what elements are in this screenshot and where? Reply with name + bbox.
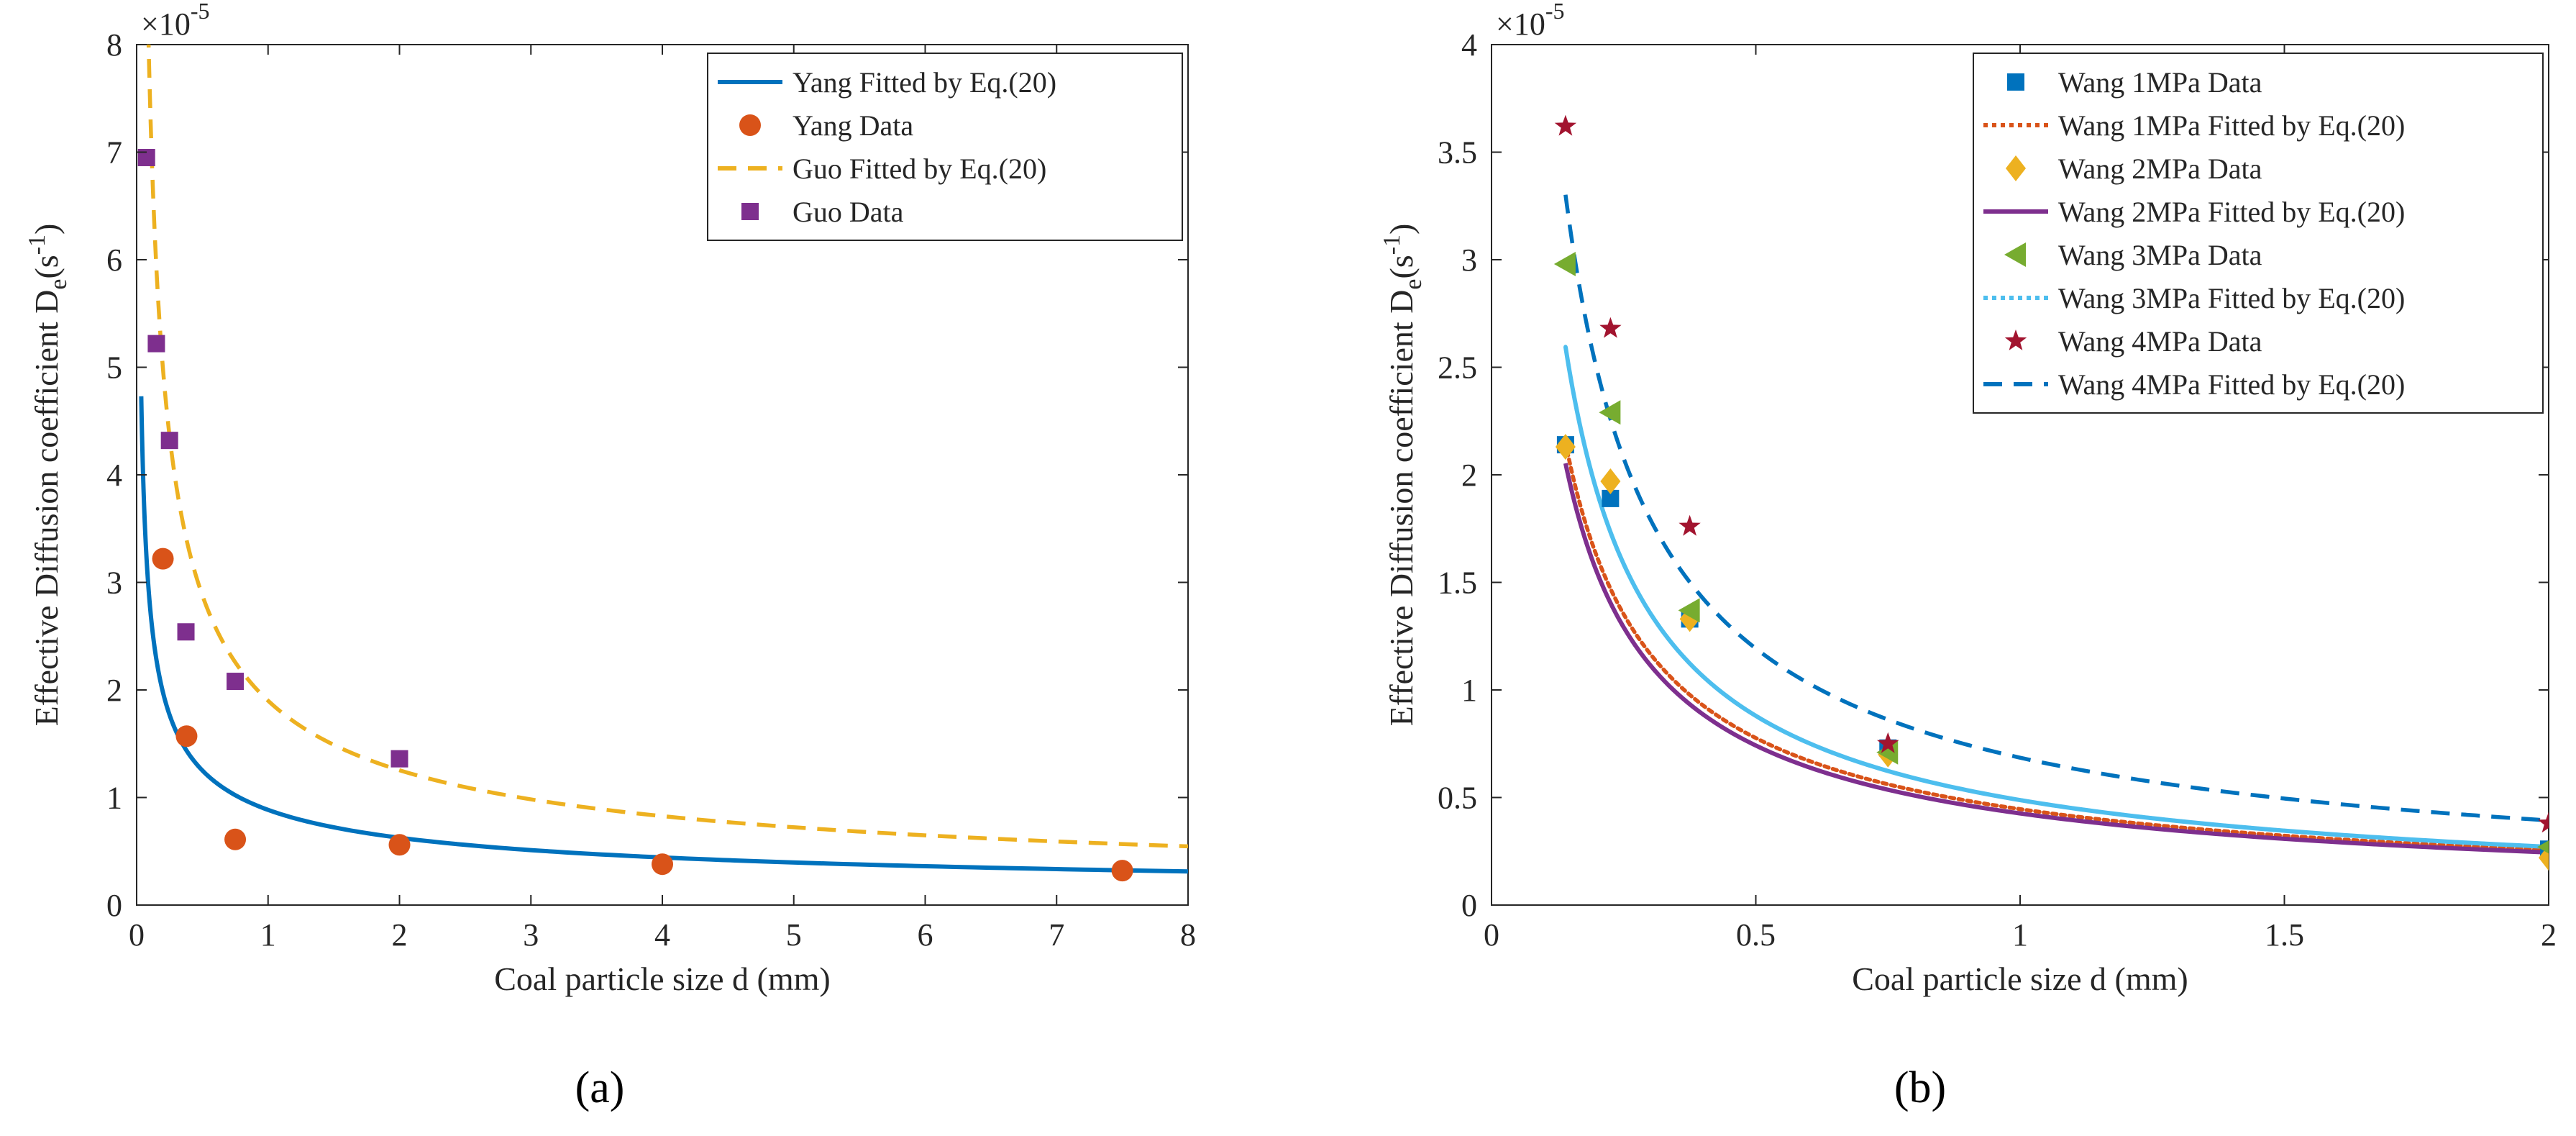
panel-b-legend-entry: Wang 3MPa Data: [2058, 239, 2262, 271]
panel-b-legend-entry: Wang 1MPa Data: [2058, 66, 2262, 99]
panel-b-x-tick-label: 0.5: [1736, 917, 1776, 953]
panel-a-data-point: [390, 750, 408, 768]
panel-b-series-line-2: [1563, 440, 2549, 853]
panel-a-chart: 0 1 2 3 4 5 6 7 8 0 1 2 3 4 5 6 7 8 ×10-5 Coal particle s…: [24, 0, 1196, 1112]
panel-a-y-axis-label: Effective Diffusion coefficient De(s-1): [24, 224, 72, 727]
panel-b-data-point: [1678, 514, 1701, 536]
panel-a-legend-entry: Yang Data: [793, 109, 913, 142]
panel-a-x-tick-label: 7: [1049, 917, 1064, 953]
panel-b-y-tick-label: 2.5: [1438, 350, 1477, 386]
panel-b-y-tick-label: 3: [1461, 242, 1477, 278]
panel-b-series-line-4: [1563, 463, 2549, 855]
panel-a-legend-entry: Yang Fitted by Eq.(20): [793, 66, 1056, 99]
panel-b-legend-entry: Wang 1MPa Fitted by Eq.(20): [2058, 109, 2405, 142]
panel-b-y-tick-label: 0: [1461, 888, 1477, 923]
panel-a-x-tick-label: 3: [523, 917, 539, 953]
panel-a-y-tick-label: 2: [106, 673, 122, 708]
panel-b-y-tick-label: 0.5: [1438, 781, 1477, 816]
panel-b-y-axis-label: Effective Diffusion coefficient De(s-1): [1379, 224, 1427, 727]
panel-a-x-axis-label: Coal particle size d (mm): [494, 960, 831, 997]
panel-a-y-tick-label: 6: [106, 242, 122, 278]
panel-a-exponent-label: ×10-5: [141, 0, 209, 42]
panel-a-ticks: 0 1 2 3 4 5 6 7 8 0 1 2 3 4 5 6 7 8: [106, 27, 1196, 953]
panel-b-x-tick-label: 1.5: [2265, 917, 2304, 953]
panel-a-y-tick-label: 1: [106, 781, 122, 816]
panel-a-data-point: [1111, 860, 1133, 882]
panel-b-data-point: [1555, 434, 1576, 460]
panel-b-data-point: [1599, 317, 1622, 338]
panel-a-y-tick-label: 5: [106, 350, 122, 386]
panel-b-x-tick-label: 2: [2541, 917, 2557, 953]
panel-a-legend-marker-swatch: [741, 203, 759, 220]
panel-b-legend: Wang 1MPa Data Wang 1MPa Fitted by Eq.(20…: [1973, 53, 2544, 414]
panel-a-legend-box: [707, 53, 1183, 241]
panel-b-data-point: [1678, 598, 1700, 623]
panel-b-series-layer: [1553, 114, 2549, 871]
panel-b-y-tick-label: 4: [1461, 27, 1477, 63]
panel-b-x-tick-label: 1: [2012, 917, 2028, 953]
panel-b-legend-marker-swatch: [2006, 155, 2026, 181]
panel-b-data-point: [1877, 732, 1899, 753]
panel-a-x-tick-label: 1: [260, 917, 276, 953]
panel-b-data-point: [1599, 400, 1621, 425]
panel-a-x-tick-label: 6: [918, 917, 933, 953]
panel-a-legend-entry: Guo Fitted by Eq.(20): [793, 153, 1046, 185]
panel-b-legend-marker-swatch: [2004, 330, 2027, 350]
panel-a-data-point: [175, 725, 198, 748]
panel-b-y-tick-label: 1: [1461, 673, 1477, 708]
panel-b-series-line-8: [1563, 194, 2549, 823]
panel-b-data-point: [1554, 114, 1577, 136]
panel-b-x-axis-label: Coal particle size d (mm): [1852, 960, 2188, 997]
panel-b-data-point: [1600, 468, 1621, 494]
panel-a-series-line-3: [146, 45, 1188, 849]
panel-a-data-point: [388, 834, 411, 856]
panel-a-series-layer: [137, 45, 1188, 882]
panel-b-y-tick-label: 2: [1461, 458, 1477, 493]
panel-b-y-tick-label: 3.5: [1438, 135, 1477, 171]
panel-a-data-point: [152, 547, 174, 570]
panel-b-legend-marker-swatch: [2007, 73, 2024, 91]
panel-a-legend-entry: Guo Data: [793, 196, 904, 228]
panel-a-label: (a): [575, 1063, 625, 1112]
panel-b-legend-box: [1973, 53, 2544, 414]
panel-a-data-point: [227, 673, 245, 691]
panel-a-data-point: [652, 853, 673, 876]
panel-a-y-tick-label: 0: [106, 888, 122, 923]
panel-b-chart: 0 0.5 1 1.5 2 0 0.5 1 1.5 2 2.5 3 3.5 4 ×10-5 Coal pa…: [1379, 0, 2557, 1112]
panel-a-x-tick-label: 5: [786, 917, 802, 953]
panel-b-y-tick-label: 1.5: [1438, 565, 1477, 601]
panel-a-y-tick-label: 7: [106, 135, 122, 171]
panel-a-data-point: [224, 828, 247, 850]
panel-b-legend-entry: Wang 4MPa Fitted by Eq.(20): [2058, 368, 2405, 401]
panel-a-y-tick-label: 4: [106, 458, 122, 493]
panel-b-legend-marker-swatch: [2004, 242, 2026, 267]
panel-a-data-point: [177, 623, 195, 641]
panel-a-x-tick-label: 8: [1180, 917, 1196, 953]
panel-b-legend-entry: Wang 4MPa Data: [2058, 325, 2262, 358]
panel-a-legend: Yang Fitted by Eq.(20) Yang Data Guo Fitte…: [707, 53, 1183, 241]
panel-a-data-point: [147, 335, 165, 353]
panel-b-legend-entry: Wang 2MPa Fitted by Eq.(20): [2058, 196, 2405, 228]
panel-b-ticks: 0 0.5 1 1.5 2 0 0.5 1 1.5 2 2.5 3 3.5 4: [1438, 27, 2557, 953]
panel-a-legend-marker-swatch: [739, 114, 761, 136]
panel-b-legend-entry: Wang 2MPa Data: [2058, 153, 2262, 185]
panel-a-data-point: [160, 432, 178, 450]
panel-b-data-point: [2537, 812, 2549, 833]
panel-a-y-tick-label: 3: [106, 565, 122, 601]
panel-a-x-tick-label: 4: [654, 917, 670, 953]
panel-b-data-point: [1553, 251, 1576, 276]
panel-b-data-point: [2537, 840, 2549, 854]
panel-b-exponent-label: ×10-5: [1496, 0, 1564, 42]
panel-a-x-tick-label: 0: [129, 917, 145, 953]
panel-b-x-tick-label: 0: [1484, 917, 1499, 953]
panel-b-overlay-curve: [1563, 346, 2549, 850]
panel-a-series-line-1: [139, 396, 1188, 874]
panel-b-label: (b): [1894, 1063, 1946, 1112]
panel-a-x-tick-label: 2: [392, 917, 408, 953]
panel-b-legend-entry: Wang 3MPa Fitted by Eq.(20): [2058, 282, 2405, 314]
panel-a-y-tick-label: 8: [106, 27, 122, 63]
